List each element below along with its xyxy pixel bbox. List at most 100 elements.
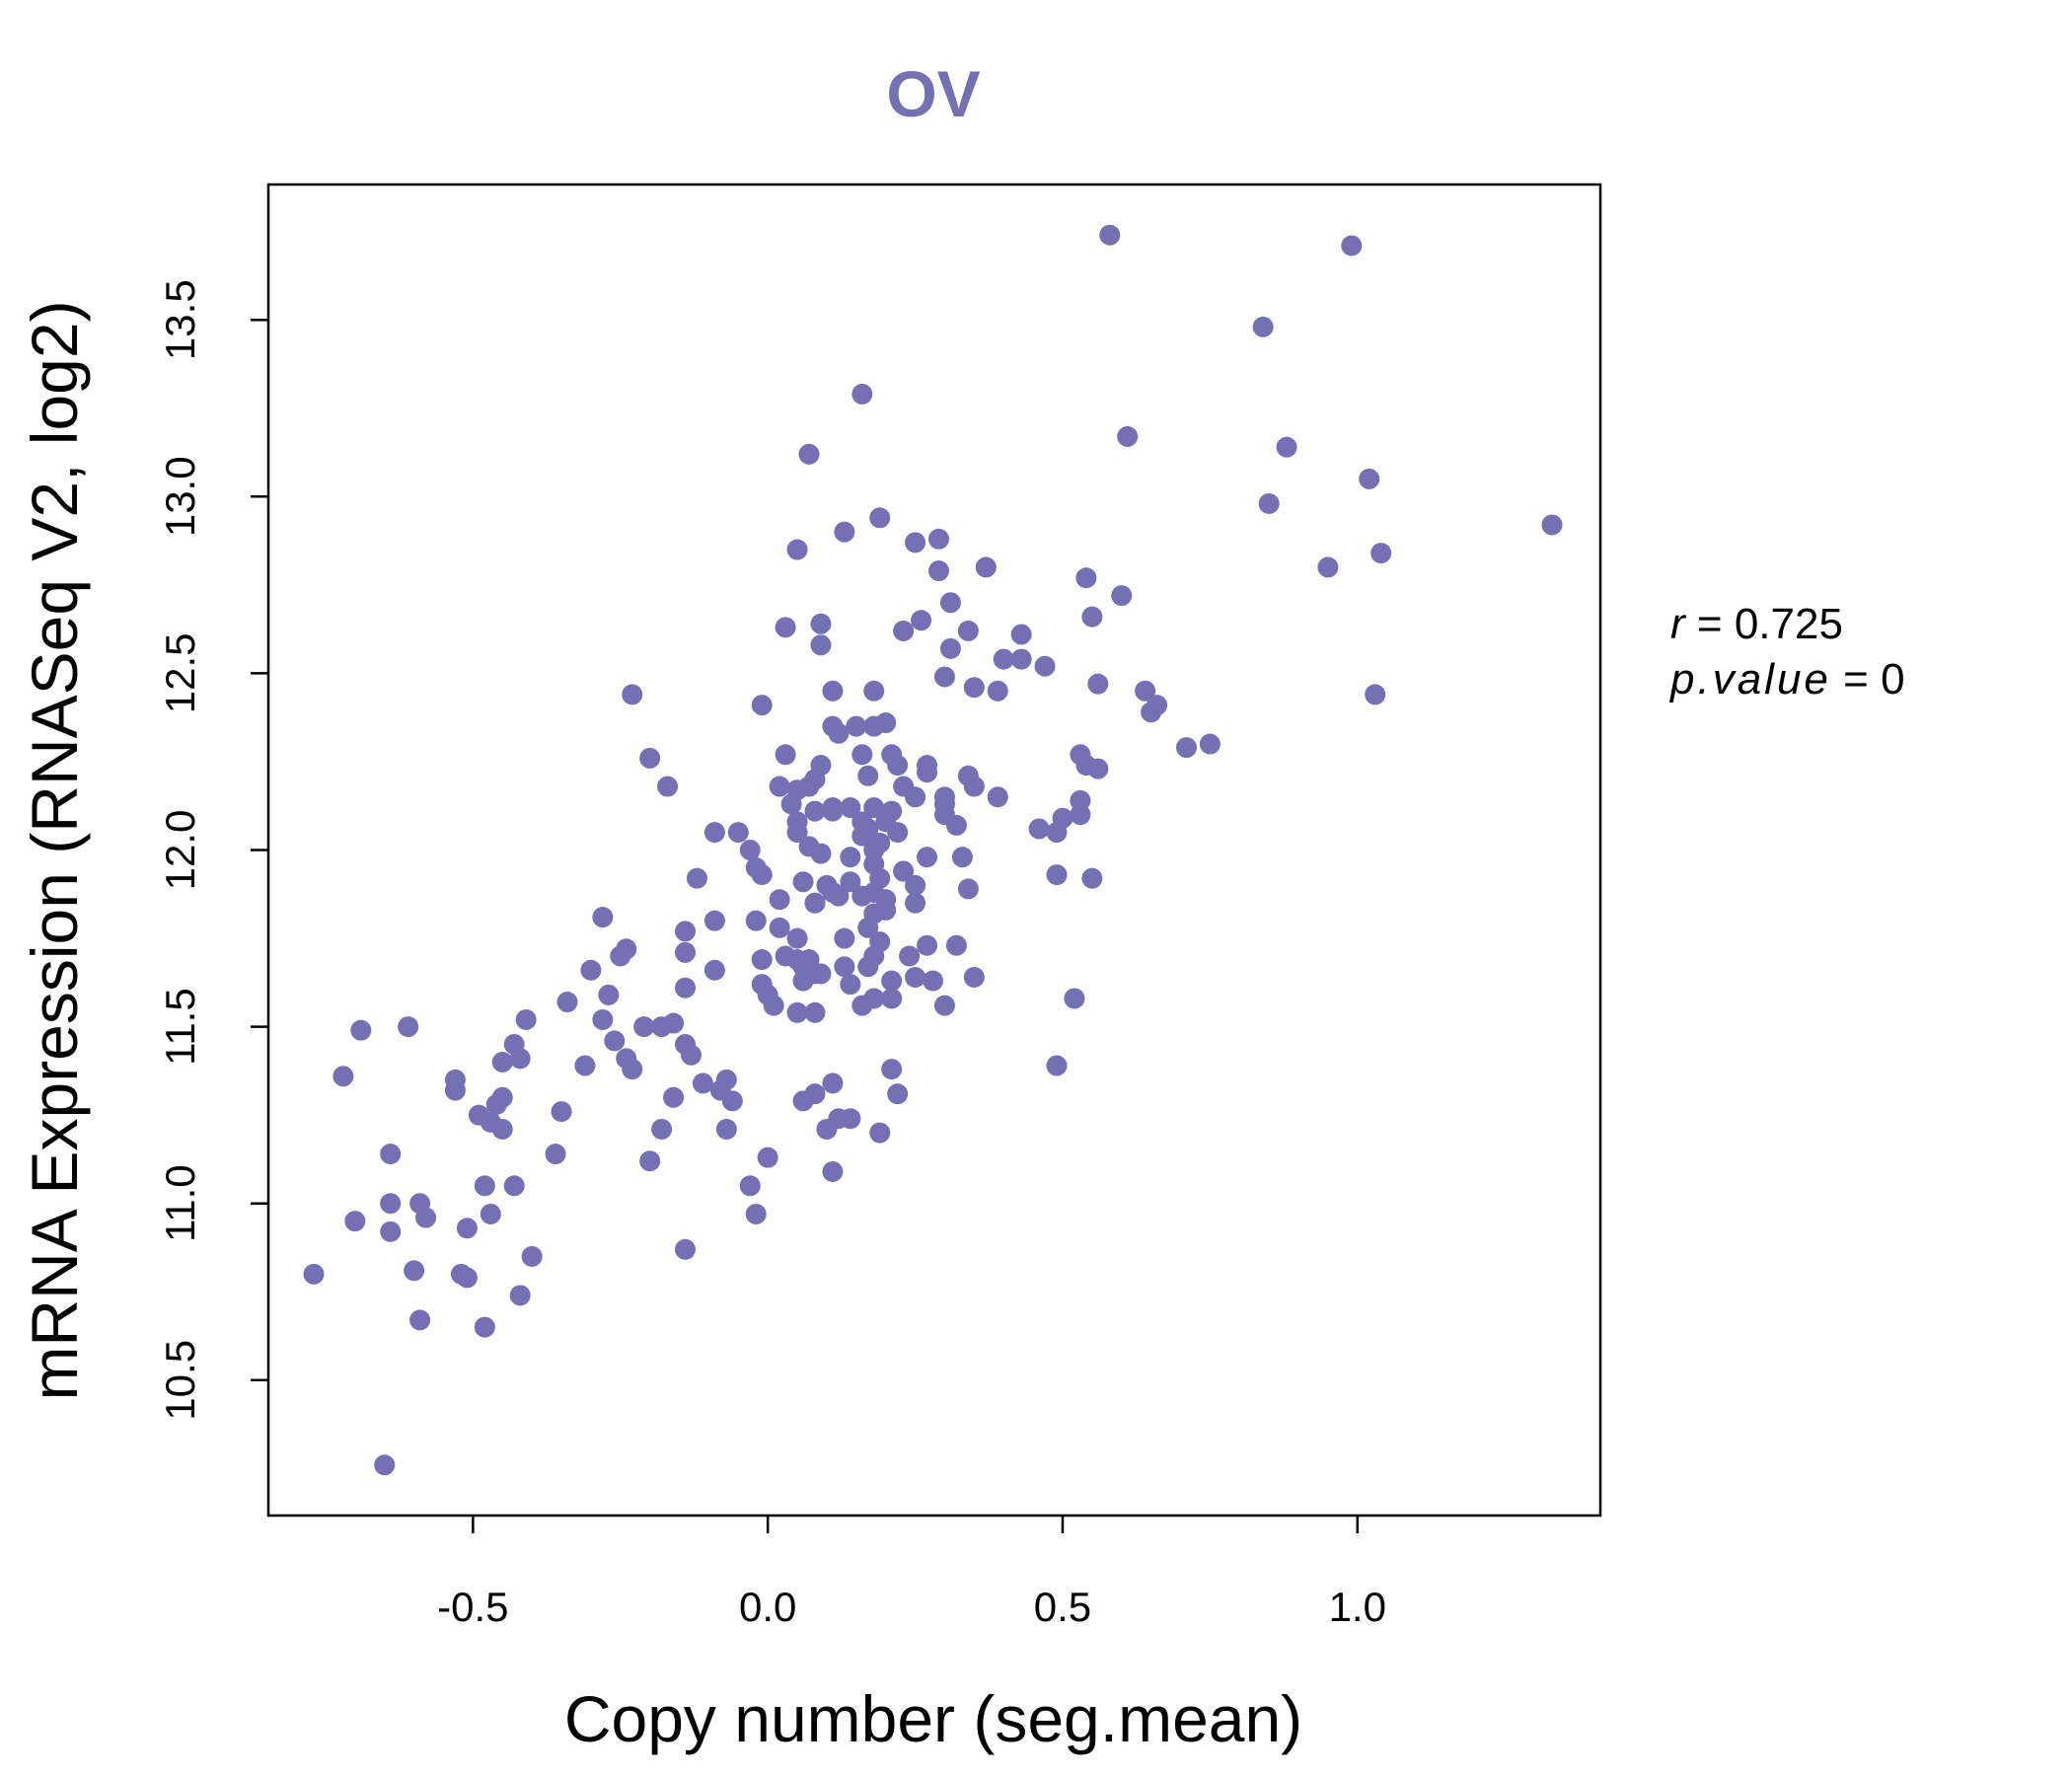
data-point [1359, 468, 1380, 489]
data-point [993, 648, 1014, 670]
data-point [703, 910, 725, 931]
y-tick-label: 10.5 [157, 1340, 203, 1421]
data-point [727, 822, 749, 844]
data-point [680, 1044, 702, 1066]
data-point [963, 677, 985, 699]
x-tick-label: 0.5 [1034, 1584, 1091, 1630]
data-point [592, 907, 614, 928]
data-point [509, 1285, 531, 1306]
data-point [1258, 492, 1280, 514]
x-axis-title: Copy number (seg.mean) [564, 1682, 1302, 1755]
p-label: p.value [1668, 655, 1831, 703]
data-point [933, 995, 955, 1016]
data-point [810, 613, 832, 634]
data-point [751, 864, 773, 886]
data-point [592, 1008, 614, 1030]
data-point [881, 988, 903, 1009]
data-point [1087, 673, 1109, 695]
data-points [303, 224, 1563, 1476]
data-point [409, 1309, 431, 1331]
data-point [963, 966, 985, 988]
data-point [404, 1260, 425, 1282]
data-point [521, 1245, 543, 1267]
data-point [757, 1147, 778, 1168]
data-point [1081, 867, 1103, 889]
data-point [851, 825, 873, 847]
data-point [745, 910, 767, 931]
data-point [945, 934, 967, 956]
correlation-annotation: r = 0.725 [1670, 600, 1843, 648]
data-point [840, 871, 861, 893]
data-point [763, 995, 784, 1016]
data-point [881, 1059, 903, 1080]
data-point [893, 860, 915, 882]
data-point [840, 974, 861, 996]
data-point [917, 847, 938, 868]
data-point [491, 1118, 513, 1140]
data-point [639, 747, 661, 769]
y-axis-title: mRNA Expression (RNASeq V2, log2) [18, 300, 91, 1400]
data-point [1034, 655, 1056, 677]
data-point [822, 800, 844, 822]
data-point [804, 800, 826, 822]
data-point [651, 1118, 673, 1140]
y-tick-label: 13.5 [157, 279, 203, 360]
data-point [957, 878, 979, 900]
r-eq: = [1697, 600, 1723, 648]
y-tick-label: 11.0 [157, 1164, 203, 1242]
data-point [686, 867, 707, 889]
data-point [945, 814, 967, 836]
pvalue-annotation: p.value = 0 [1668, 655, 1905, 703]
data-point [1111, 585, 1133, 607]
data-point [810, 634, 832, 656]
data-point [851, 383, 873, 405]
data-point [604, 1030, 626, 1052]
data-point [869, 1122, 891, 1144]
data-point [911, 610, 932, 631]
data-point [822, 1073, 844, 1094]
data-point [675, 1238, 697, 1260]
data-point [933, 666, 955, 688]
data-point [380, 1221, 402, 1242]
y-tick-label: 11.5 [157, 988, 203, 1066]
data-point [1046, 864, 1068, 886]
data-point [851, 744, 873, 766]
data-point [739, 840, 761, 860]
data-point [927, 560, 949, 582]
data-point [751, 949, 773, 971]
y-tick-label: 12.5 [157, 633, 203, 714]
data-point [551, 1101, 572, 1123]
data-point [863, 945, 885, 967]
x-tick-label: 0.0 [739, 1584, 796, 1630]
data-point [1087, 758, 1109, 779]
data-point [1028, 818, 1050, 840]
data-point [840, 797, 861, 819]
data-point [857, 917, 879, 938]
data-point [905, 874, 926, 896]
data-point [840, 847, 861, 868]
y-tick-label: 12.0 [157, 810, 203, 891]
data-point [1341, 235, 1363, 257]
data-point [1010, 648, 1032, 670]
data-point [474, 1175, 495, 1197]
data-point [987, 680, 1008, 702]
data-point [721, 1090, 743, 1112]
data-point [675, 977, 697, 999]
data-point [675, 921, 697, 942]
chart-title: OV [886, 57, 980, 130]
data-point [857, 765, 879, 786]
data-point [398, 1016, 419, 1038]
data-point [804, 769, 826, 790]
data-point [1099, 224, 1121, 246]
data-point [1046, 822, 1068, 844]
data-point [1365, 684, 1386, 705]
data-point [598, 984, 620, 1005]
data-point [951, 847, 973, 868]
data-point [804, 1001, 826, 1023]
data-point [828, 885, 850, 907]
data-point [939, 637, 961, 659]
data-point [769, 917, 790, 938]
data-point [333, 1066, 354, 1087]
data-point [846, 715, 867, 737]
